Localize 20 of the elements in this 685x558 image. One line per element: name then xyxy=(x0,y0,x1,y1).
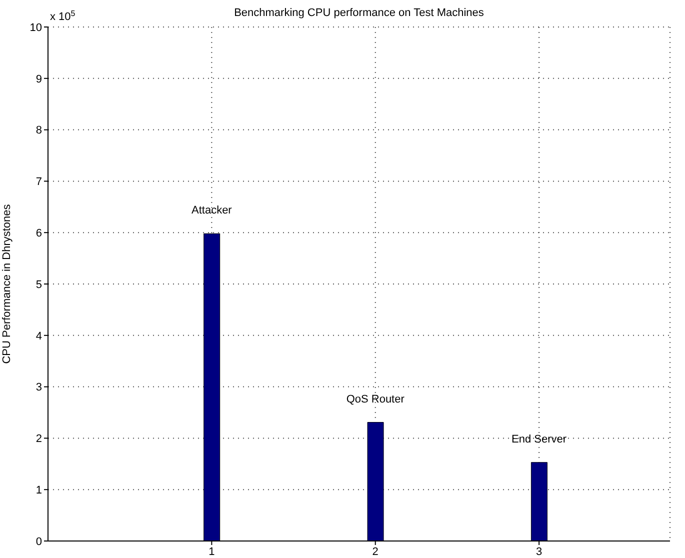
y-tick-label: 4 xyxy=(36,330,42,342)
annotation: Attacker xyxy=(192,204,232,217)
y-tick-label: 10 xyxy=(30,22,42,34)
text: x 10$^{5}$ xyxy=(50,8,76,23)
x-tick-label: 3 xyxy=(536,546,542,558)
y-tick-label: 0 xyxy=(36,536,42,548)
y-tick-label: 9 xyxy=(36,73,42,86)
y-tick-label: 6 xyxy=(36,228,42,240)
x-tick-label: 1 xyxy=(208,546,215,558)
y-tick-label: 7 xyxy=(36,176,42,188)
x-tick-label: 2 xyxy=(372,546,378,558)
y-tick-label: 3 xyxy=(36,382,42,394)
chart-title: Benchmarking CPU performance on Test Machines xyxy=(234,7,484,19)
annotation: QoS Router xyxy=(346,393,405,406)
y-tick-label: 8 xyxy=(36,124,42,137)
y-axis-title: CPU Performance in Dhrystones xyxy=(0,204,13,364)
y-tick-label: 1 xyxy=(36,484,42,497)
y-tick-label: 2 xyxy=(36,433,42,446)
annotation: End Server xyxy=(512,433,567,446)
y-tick-label: 5 xyxy=(36,278,42,291)
